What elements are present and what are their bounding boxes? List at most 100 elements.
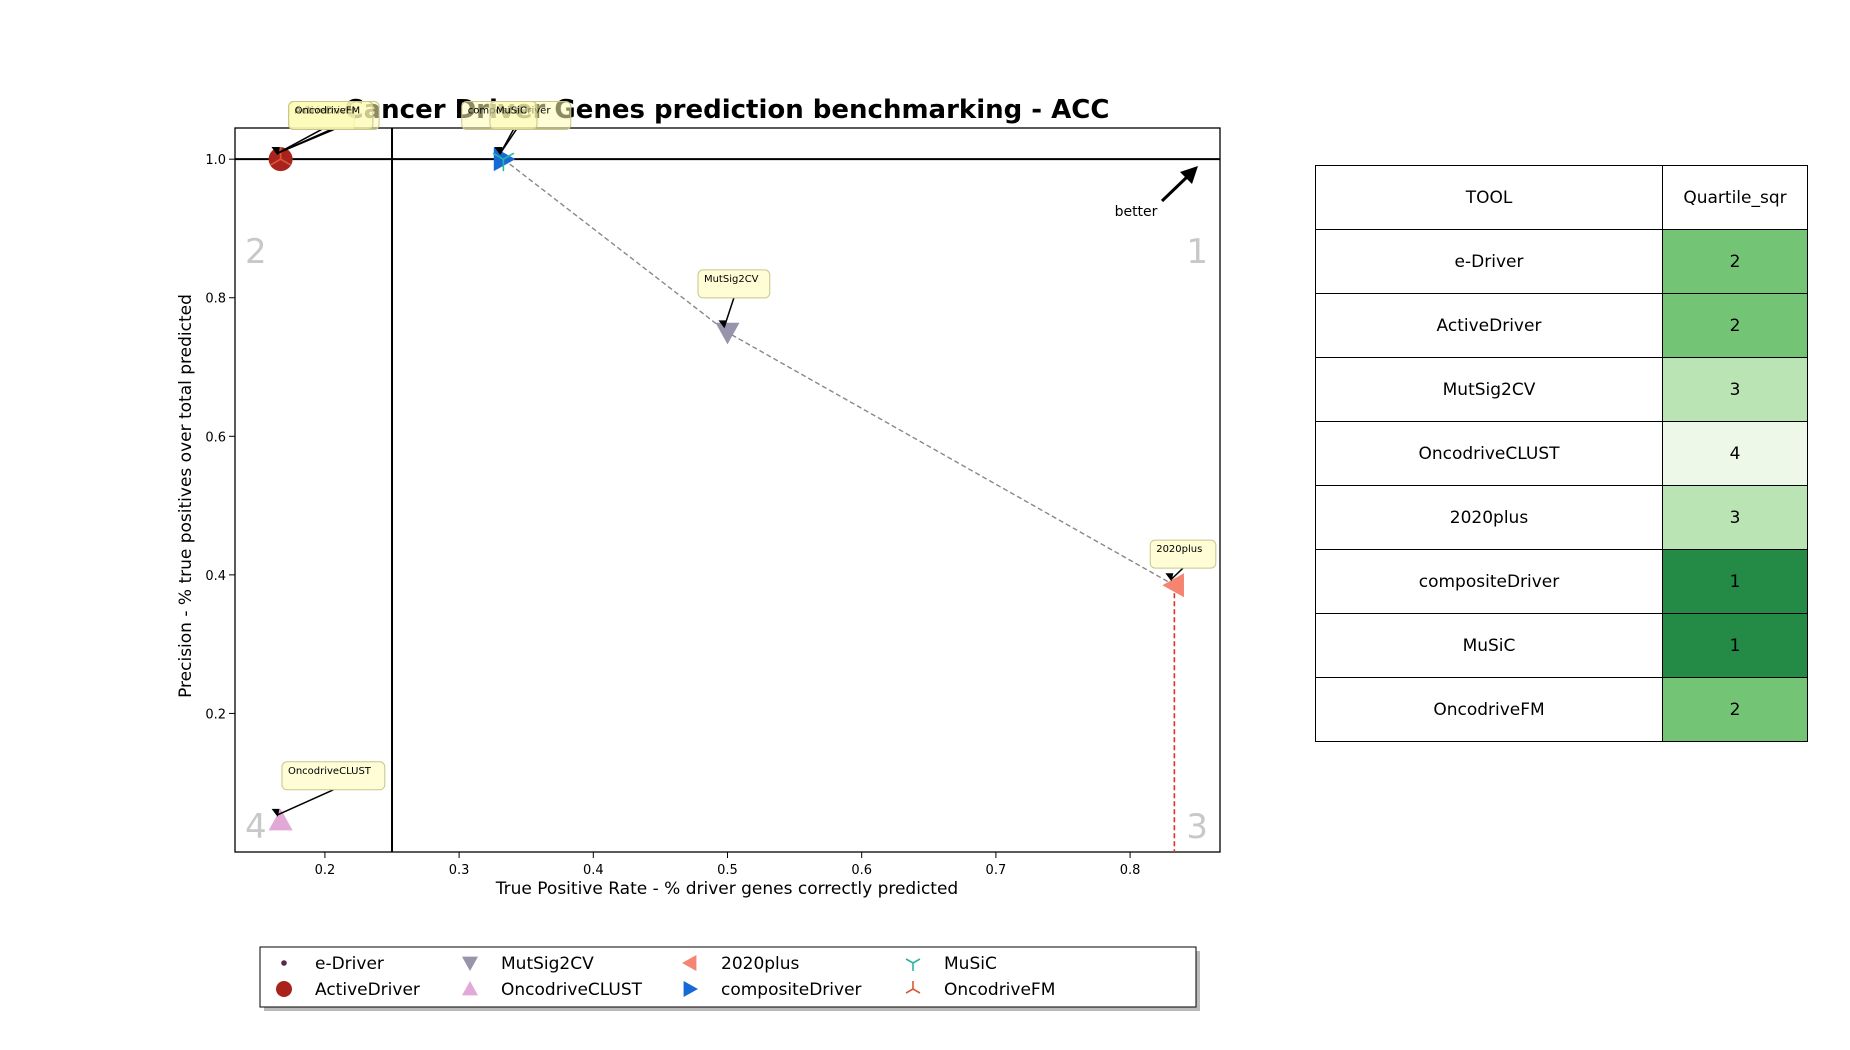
- annotation-arrow: [277, 128, 332, 154]
- pareto-frontier: [502, 158, 1175, 586]
- table-row: e-Driver 2: [1315, 229, 1808, 294]
- legend-marker-oncodrivefm: [905, 981, 921, 994]
- y-tick-label: 0.2: [205, 707, 226, 722]
- table-row: compositeDriver 1: [1315, 549, 1808, 614]
- x-tick-label: 0.4: [583, 863, 604, 878]
- quartile-table: TOOL Quartile_sqr e-Driver 2 ActiveDriver 2 Mu…: [1315, 165, 1808, 742]
- table-cell-quartile: 3: [1662, 357, 1808, 422]
- better-label: better: [1115, 204, 1158, 220]
- annotation-box: [489, 101, 538, 131]
- table-cell-tool: compositeDriver: [1315, 549, 1663, 614]
- x-tick-label: 0.5: [717, 863, 738, 878]
- annotation-box: [288, 101, 374, 131]
- data-point-oncodrivefm: [269, 147, 292, 166]
- y-tick-label: 1.0: [205, 153, 226, 168]
- x-tick-label: 0.2: [315, 863, 336, 878]
- annotation-arrow-head: [718, 320, 727, 329]
- annotation-box: [697, 269, 771, 299]
- table-cell-tool: e-Driver: [1315, 229, 1663, 294]
- annotation-oncodrivefm: OncodriveFM: [271, 101, 374, 156]
- legend-item-activedriver: ActiveDriver: [276, 980, 420, 1000]
- annotation-2020plus: 2020plus: [1149, 539, 1217, 582]
- annotation-music: MuSiC: [489, 101, 538, 156]
- table-header-tool: TOOL: [1315, 165, 1663, 230]
- legend-item-oncodrivefm: OncodriveFM: [905, 980, 1055, 1000]
- table-cell-quartile: 2: [1662, 677, 1808, 742]
- legend: e-Driver ActiveDriver MutSig2CV OncodriveCL…: [259, 946, 1200, 1011]
- annotation-arrow-head: [494, 147, 503, 156]
- annotation-label: 2020plus: [1156, 544, 1202, 555]
- legend-marker-activedriver: [276, 981, 292, 997]
- annotation-oncodriveclust: OncodriveCLUST: [271, 761, 386, 817]
- annotation-label: OncodriveCLUST: [288, 766, 372, 777]
- data-point-mutsig2cv: [715, 322, 740, 345]
- table-cell-quartile: 2: [1662, 229, 1808, 294]
- quadrant-label-4: 4: [245, 807, 267, 847]
- legend-item-oncodriveclust: OncodriveCLUST: [462, 980, 643, 1000]
- x-tick-label: 0.6: [851, 863, 872, 878]
- plot-frame: [234, 127, 1221, 853]
- legend-item-compositedriver: compositeDriver: [683, 980, 862, 1000]
- x-tick-label: 0.7: [986, 863, 1007, 878]
- x-tick-label: 0.3: [449, 863, 470, 878]
- legend-label: MuSiC: [944, 954, 997, 974]
- legend-label: e-Driver: [315, 954, 384, 974]
- table-row: OncodriveFM 2: [1315, 677, 1808, 742]
- legend-item-music: MuSiC: [905, 954, 997, 974]
- table-cell-tool: MutSig2CV: [1315, 357, 1663, 422]
- y-tick-label: 0.4: [205, 569, 226, 584]
- annotation-arrow-head: [271, 147, 280, 156]
- annotation-box: [281, 761, 386, 791]
- legend-label: 2020plus: [721, 954, 800, 974]
- table-cell-tool: 2020plus: [1315, 485, 1663, 550]
- x-tick-label: 0.8: [1120, 863, 1141, 878]
- legend-marker-mutsig2cv: [462, 956, 478, 971]
- table-cell-quartile: 4: [1662, 421, 1808, 486]
- legend-label: OncodriveCLUST: [501, 980, 643, 1000]
- legend-label: ActiveDriver: [315, 980, 420, 1000]
- legend-item-2020plus: 2020plus: [682, 954, 800, 974]
- table-cell-tool: OncodriveFM: [1315, 677, 1663, 742]
- table-cell-quartile: 1: [1662, 613, 1808, 678]
- legend-label: OncodriveFM: [944, 980, 1055, 1000]
- legend-item-e-driver: e-Driver: [281, 954, 384, 974]
- table-row: 2020plus 3: [1315, 485, 1808, 550]
- x-axis-label: True Positive Rate - % driver genes corr…: [495, 879, 958, 899]
- data-point-2020plus: [1162, 573, 1184, 598]
- legend-marker-e-driver: [281, 960, 287, 966]
- annotation-label: MutSig2CV: [704, 274, 759, 285]
- data-point-oncodriveclust: [268, 808, 293, 831]
- quadrant-label-3: 3: [1186, 807, 1208, 847]
- chart-title: Cancer Driver Genes prediction benchmark…: [345, 95, 1110, 125]
- table-row: MuSiC 1: [1315, 613, 1808, 678]
- table-cell-tool: ActiveDriver: [1315, 293, 1663, 358]
- table-cell-tool: MuSiC: [1315, 613, 1663, 678]
- legend-marker-compositedriver: [683, 981, 698, 997]
- table-cell-quartile: 1: [1662, 549, 1808, 614]
- legend-marker-2020plus: [682, 955, 697, 971]
- table-row: MutSig2CV 3: [1315, 357, 1808, 422]
- annotation-mutsig2cv: MutSig2CV: [697, 269, 771, 329]
- annotation-box: [1149, 539, 1217, 569]
- legend-marker-music: [905, 958, 921, 971]
- legend-marker-oncodriveclust: [462, 981, 478, 996]
- table-row: ActiveDriver 2: [1315, 293, 1808, 358]
- y-tick-label: 0.6: [205, 430, 226, 445]
- quadrant-label-1: 1: [1186, 232, 1208, 272]
- annotation-arrow: [1170, 567, 1184, 580]
- annotation-arrow-head: [1165, 573, 1174, 582]
- data-point-music: [492, 152, 515, 172]
- table-cell-quartile: 3: [1662, 485, 1808, 550]
- annotation-arrow: [277, 789, 334, 816]
- annotation-arrow-head: [271, 808, 280, 817]
- table-header-row: TOOL Quartile_sqr: [1315, 165, 1808, 230]
- better-arrow: [1160, 174, 1190, 203]
- annotation-label: OncodriveFM: [295, 106, 361, 117]
- legend-item-mutsig2cv: MutSig2CV: [462, 954, 594, 974]
- table-header-quartile: Quartile_sqr: [1662, 165, 1808, 230]
- y-tick-label: 0.8: [205, 292, 226, 307]
- legend-box: [259, 946, 1197, 1008]
- better-arrow-head: [1180, 166, 1198, 184]
- table-row: OncodriveCLUST 4: [1315, 421, 1808, 486]
